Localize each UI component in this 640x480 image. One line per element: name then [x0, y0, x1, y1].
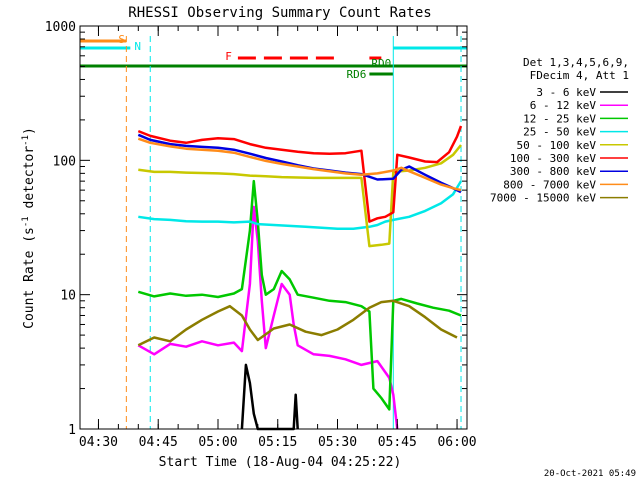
series-lines [137, 125, 463, 431]
chart-title: RHESSI Observing Summary Count Rates [128, 5, 431, 21]
state-bar-label-n: N [134, 40, 141, 53]
y-tick-label-10: 10 [60, 289, 76, 304]
axis-ticks: 1 10 100 1000 04:30 04:45 05:00 05:15 05:30 05:45… [45, 20, 477, 450]
state-bar-label-f: F [225, 50, 232, 63]
y-axis-label-sup-2: -1 [21, 135, 31, 146]
plot-background [80, 26, 467, 429]
legend-header-line-2: FDecim 4, Att 1 [530, 69, 629, 82]
x-tick-label-04-30: 04:30 [79, 435, 118, 450]
y-axis-label-sup-1: -1 [21, 216, 31, 227]
legend-label-6-12-kev: 6 - 12 keV [530, 99, 597, 112]
legend-label-100-300-kev: 100 - 300 keV [510, 152, 596, 165]
y-axis-label-part-e: ) [22, 127, 37, 135]
x-tick-label-05-45: 05:45 [378, 435, 417, 450]
legend-header-line-1: Det 1,3,4,5,6,9, [523, 56, 629, 69]
y-tick-label-100: 100 [53, 154, 76, 169]
legend-label-50-100-kev: 50 - 100 keV [517, 139, 597, 152]
legend-label-7000-15000-kev: 7000 - 15000 keV [490, 192, 596, 205]
y-axis-label-part-a: Count Rate (s [22, 227, 37, 329]
series-line-25-50-kev [138, 180, 463, 230]
plot-frame [79, 25, 468, 430]
legend-label-300-800-kev: 300 - 800 keV [510, 165, 596, 178]
legend-label-800-7000-kev: 800 - 7000 keV [503, 178, 596, 191]
y-axis-label: Count Rate (s-1 detector-1) [21, 127, 37, 329]
x-tick-label-06-00: 06:00 [437, 435, 476, 450]
x-tick-label-04-45: 04:45 [139, 435, 178, 450]
state-bar-label-s: S [118, 33, 125, 46]
y-axis-label-part-c: detector [22, 146, 37, 217]
plot-area [80, 26, 467, 429]
x-tick-label-05-00: 05:00 [198, 435, 237, 450]
state-vertical-lines [125, 36, 462, 429]
legend-label-3-6-kev: 3 - 6 keV [536, 86, 596, 99]
legend-label-12-25-kev: 12 - 25 keV [523, 112, 596, 125]
series-line-7000-15000-kev [137, 299, 458, 347]
legend-label-25-50-kev: 25 - 50 keV [523, 126, 596, 139]
state-bar-label-rd0: RD0 [371, 57, 391, 70]
series-line-800-7000-kev [137, 137, 462, 192]
x-tick-label-05-15: 05:15 [258, 435, 297, 450]
x-axis-label: Start Time (18-Aug-04 04:25:22) [159, 455, 402, 470]
legend: Det 1,3,4,5,6,9, FDecim 4, Att 1 3 - 6 k… [490, 56, 629, 205]
x-tick-label-05-30: 05:30 [318, 435, 357, 450]
state-bar-label-rd6: RD6 [347, 68, 367, 81]
footer-timestamp: 20-Oct-2021 05:49 [544, 469, 636, 479]
y-tick-label-1000: 1000 [45, 20, 76, 35]
y-tick-label-1: 1 [68, 423, 76, 438]
series-line-100-300-kev [137, 125, 463, 223]
series-line-3-6-kev [240, 363, 299, 431]
state-bars: SN F RD0 RD6 [80, 33, 467, 81]
series-line-50-100-kev [138, 144, 462, 248]
